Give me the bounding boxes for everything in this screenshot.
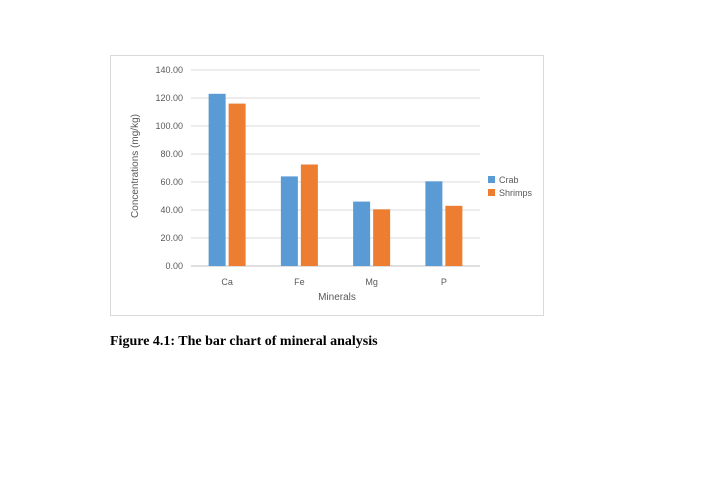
bar-crab-ca <box>208 93 226 266</box>
bar-shrimps-p <box>445 205 463 266</box>
bars <box>208 93 463 266</box>
y-tick-label: 100.00 <box>155 121 183 131</box>
bar-crab-mg <box>353 201 371 266</box>
y-axis-tick-labels: 0.00 20.00 40.00 60.00 80.00 100.00 120.00 140.… <box>155 65 183 271</box>
bar-shrimps-fe <box>300 164 318 266</box>
bar-shrimps-ca <box>228 103 246 266</box>
bar-chart: 0.00 20.00 40.00 60.00 80.00 100.00 120.00 140.… <box>130 65 533 303</box>
legend-label-shrimps: Shrimps <box>499 188 533 198</box>
y-tick-label: 20.00 <box>160 233 183 243</box>
legend-swatch-crab <box>488 176 495 183</box>
x-axis-title: Minerals <box>318 292 356 303</box>
y-tick-label: 80.00 <box>160 149 183 159</box>
bar-crab-fe <box>280 176 298 266</box>
x-tick-label: P <box>441 277 447 287</box>
bar-crab-p <box>425 181 443 266</box>
x-tick-label: Mg <box>365 277 378 287</box>
y-tick-label: 40.00 <box>160 205 183 215</box>
bar-shrimps-mg <box>373 209 391 266</box>
legend-label-crab: Crab <box>499 175 519 185</box>
x-axis-tick-labels: Ca Fe Mg P <box>221 277 447 287</box>
y-tick-label: 120.00 <box>155 93 183 103</box>
x-tick-label: Ca <box>221 277 233 287</box>
y-axis-title: Concentrations (mg/kg) <box>130 114 141 218</box>
y-tick-label: 60.00 <box>160 177 183 187</box>
y-tick-label: 140.00 <box>155 65 183 75</box>
figure-caption: Figure 4.1: The bar chart of mineral ana… <box>110 334 378 349</box>
legend: Crab Shrimps <box>488 175 533 198</box>
legend-swatch-shrimps <box>488 189 495 196</box>
chart-frame: 0.00 20.00 40.00 60.00 80.00 100.00 120.00 140.… <box>110 55 544 316</box>
y-tick-label: 0.00 <box>165 261 183 271</box>
x-tick-label: Fe <box>294 277 305 287</box>
